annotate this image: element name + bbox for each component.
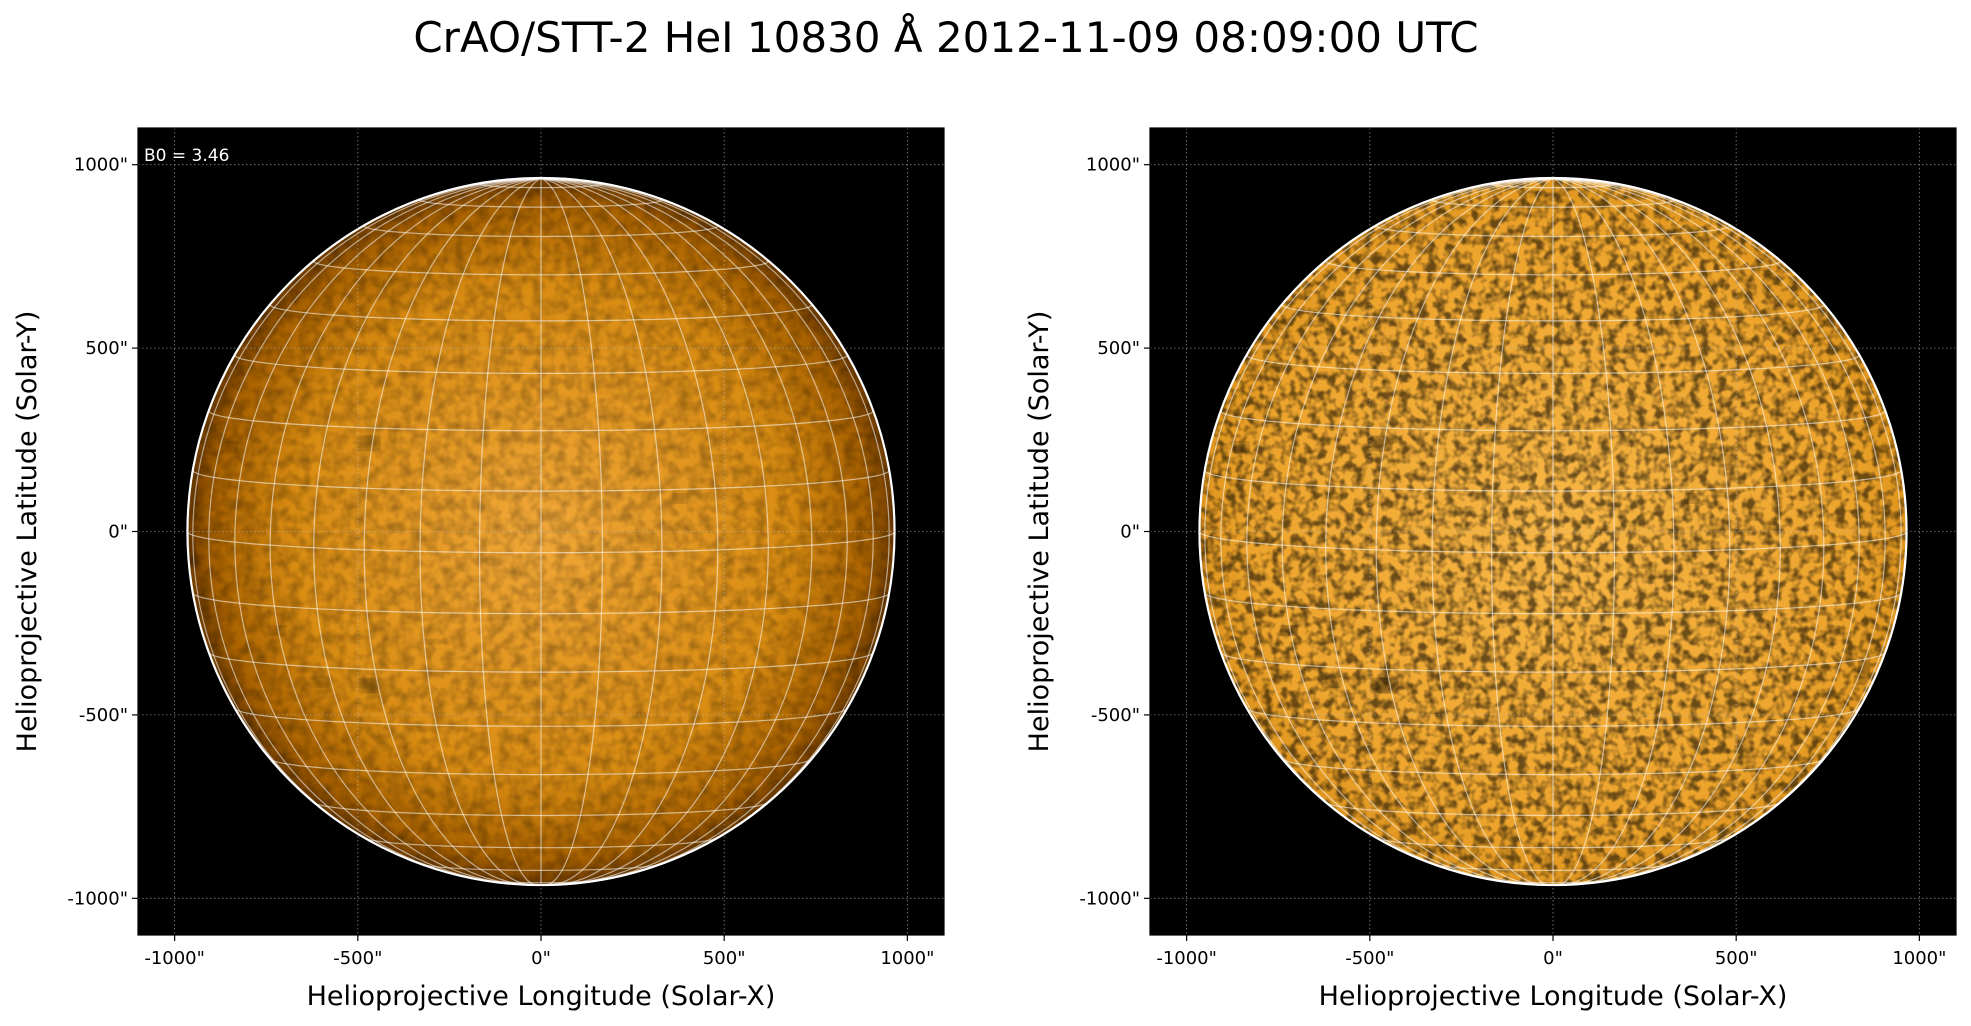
heliographic-grid xyxy=(208,410,874,432)
heliographic-grid xyxy=(1220,410,1886,432)
dark-filament xyxy=(1326,676,1340,687)
heliographic-grid xyxy=(540,178,769,885)
heliographic-grid xyxy=(1376,837,1730,849)
heliographic-grid xyxy=(1326,802,1780,817)
heliographic-grid xyxy=(1204,593,1902,615)
dark-filament xyxy=(1722,454,1736,462)
heliographic-grid xyxy=(1552,178,1781,885)
x-tick-label: 0" xyxy=(531,948,551,969)
heliographic-grid xyxy=(1552,178,1825,885)
heliographic-grid xyxy=(364,837,718,849)
dark-filament xyxy=(710,454,724,462)
y-tick-label: -1000" xyxy=(1079,888,1140,909)
x-tick-label: 1000" xyxy=(1892,948,1946,969)
heliographic-grid xyxy=(1433,863,1673,871)
heliographic-grid xyxy=(540,178,603,886)
x-tick-label: 500" xyxy=(703,948,746,969)
dark-filament xyxy=(847,658,858,677)
dark-filament xyxy=(269,626,285,635)
heliographic-grid xyxy=(1325,178,1554,885)
heliographic-grid xyxy=(234,708,848,727)
heliographic-grid xyxy=(192,470,890,492)
heliographic-grid xyxy=(1325,259,1781,276)
y-axis-label: Helioprojective Latitude (Solar-Y) xyxy=(1024,311,1055,753)
heliographic-grid xyxy=(540,178,874,881)
heliographic-grid xyxy=(1282,758,1824,776)
heliographic-grid xyxy=(313,178,542,885)
annotation: B0 = 3.46 xyxy=(144,146,229,166)
dark-filament xyxy=(1685,494,1699,503)
y-tick-label: -500" xyxy=(79,705,128,726)
heliographic-grid xyxy=(1491,178,1554,886)
y-tick-label: 500" xyxy=(85,338,128,359)
axes-frame xyxy=(1149,127,1957,936)
y-tick-label: -1000" xyxy=(67,888,128,909)
x-tick-label: -500" xyxy=(1345,948,1394,969)
y-tick-label: 0" xyxy=(1120,522,1140,543)
heliographic-grid xyxy=(540,178,813,885)
dark-filament xyxy=(358,436,379,451)
heliographic-grid xyxy=(419,198,663,208)
heliographic-grid xyxy=(363,178,542,886)
heliographic-grid xyxy=(270,758,812,776)
heliographic-grid xyxy=(1281,178,1554,885)
axes-frame xyxy=(137,127,945,936)
heliographic-grid xyxy=(540,178,719,886)
dark-filament xyxy=(314,676,328,687)
y-tick-label: 500" xyxy=(1097,338,1140,359)
x-tick-label: 1000" xyxy=(880,948,934,969)
heliographic-grid xyxy=(419,178,542,886)
figure-title: CrAO/STT-2 HeI 10830 Å 2012-11-09 08:09:… xyxy=(413,12,1478,62)
heliographic-grid xyxy=(540,178,663,886)
dark-filament xyxy=(417,639,445,644)
heliographic-grid xyxy=(479,182,603,189)
dark-filament xyxy=(1372,678,1397,693)
y-tick-label: 0" xyxy=(108,522,128,543)
heliographic-grid xyxy=(479,178,542,886)
heliographic-grid xyxy=(208,178,542,881)
dark-filament xyxy=(1281,626,1297,635)
dark-filament xyxy=(1234,442,1249,453)
y-tick-label: 1000" xyxy=(74,155,128,176)
x-tick-label: 0" xyxy=(1543,948,1563,969)
heliographic-grid xyxy=(1246,708,1860,727)
heliographic-grid xyxy=(313,259,769,276)
x-tick-label: -1000" xyxy=(1156,948,1217,969)
x-tick-label: -1000" xyxy=(144,948,205,969)
heliographic-grid xyxy=(1552,178,1731,886)
heliographic-grid xyxy=(1491,182,1615,189)
x-tick-label: 500" xyxy=(1715,948,1758,969)
panel: -1000" -500" 0" 500" 1000" -1000" -500" 0" 500" 1… xyxy=(12,127,945,1012)
y-axis-label: Helioprojective Latitude (Solar-Y) xyxy=(12,311,43,753)
heliographic-grid xyxy=(1431,178,1554,886)
dark-filament xyxy=(1429,639,1457,644)
heliographic-grid xyxy=(1375,178,1554,886)
heliographic-grid xyxy=(1220,178,1554,881)
heliographic-grid xyxy=(1552,178,1615,886)
x-axis-label: Helioprojective Longitude (Solar-X) xyxy=(307,981,776,1012)
heliographic-grid xyxy=(1552,178,1675,886)
y-tick-label: 1000" xyxy=(1086,155,1140,176)
heliographic-grid xyxy=(269,178,542,885)
heliographic-grid xyxy=(192,593,890,615)
heliographic-grid xyxy=(1204,470,1902,492)
panel: -1000" -500" 0" 500" 1000" -1000" -500" 0" 500" 1… xyxy=(1024,127,1957,1012)
dark-filament xyxy=(360,678,385,693)
heliographic-grid xyxy=(1431,198,1675,208)
dark-filament xyxy=(1859,658,1870,677)
x-tick-label: -500" xyxy=(333,948,382,969)
x-axis-label: Helioprojective Longitude (Solar-X) xyxy=(1319,981,1788,1012)
heliographic-grid xyxy=(314,802,768,817)
heliographic-grid xyxy=(421,863,661,871)
y-tick-label: -500" xyxy=(1091,705,1140,726)
dark-filament xyxy=(673,494,687,503)
dark-filament xyxy=(222,442,237,453)
heliographic-grid xyxy=(1552,178,1886,881)
dark-filament xyxy=(1370,436,1391,451)
